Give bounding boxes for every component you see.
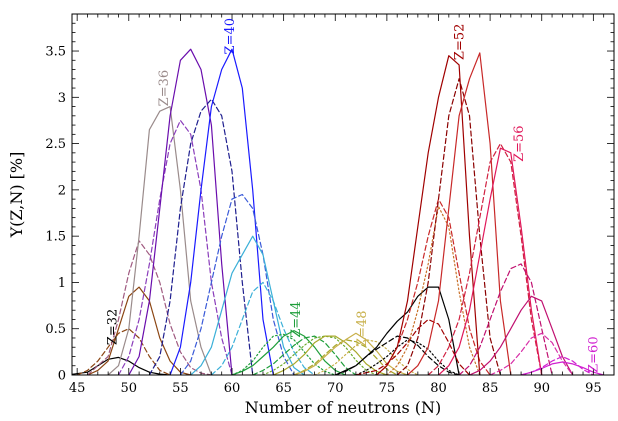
y-tick-label: 2 [58,183,66,198]
isotope-label: Z=32 [105,309,120,345]
y-tick-label: 1.5 [45,230,66,245]
series-line-8 [169,48,274,375]
series-line-17 [293,339,398,375]
series-line-0 [72,356,171,375]
series-line-28 [406,52,512,375]
series-line-27 [396,78,501,375]
series-line-35 [520,361,605,375]
x-tick-label: 85 [482,381,499,396]
axes-layer: 45 50 55 60 65 70 75 80 85 90 95 0 0.5 1 1.5 2 2.5 3 3.5 [45,13,615,396]
series-line-23 [355,318,471,375]
series-line-13 [231,330,347,375]
x-tick-label: 95 [585,381,602,396]
isotope-label: Z=56 [512,125,527,161]
series-line-10 [190,235,305,375]
series-line-18 [293,332,409,375]
y-axis-title: Y(Z,N) [%] [7,152,26,239]
series-line-14 [252,335,357,375]
y-tick-label: 2.5 [45,137,66,152]
series-line-32 [468,295,574,375]
series-line-30 [437,147,543,375]
series-line-15 [262,335,378,375]
series-line-7 [148,98,254,375]
series-line-29 [427,143,543,375]
series-line-11 [210,281,316,375]
series-line-19 [314,339,419,375]
series-line-20 [334,335,460,375]
isotope-label: Z=60 [587,336,602,372]
y-tick-label: 0 [58,369,66,384]
x-tick-label: 45 [69,381,86,396]
isotope-label: Z=52 [452,24,467,60]
series-line-26 [376,55,481,375]
series-line-1 [76,328,171,375]
series-line-21 [355,339,460,375]
x-tick-label: 70 [327,381,344,396]
x-axis-title: Number of neutrons (N) [245,398,441,417]
isotope-label: Z=36 [157,70,172,106]
series-line-4 [107,105,212,375]
x-tick-label: 90 [533,381,550,396]
series-line-24 [386,205,481,375]
isotope-label: Z=40 [223,18,238,54]
x-tick-label: 60 [224,381,241,396]
y-tick-label: 1 [58,276,66,291]
x-tick-label: 80 [430,381,447,396]
x-tick-label: 75 [379,381,396,396]
series-line-22 [334,286,460,375]
series-line-33 [489,332,574,375]
series-layer [72,48,605,375]
isotope-label: Z=44 [289,301,304,337]
x-tick-label: 65 [275,381,292,396]
label-layer: Z=32 Z=36 Z=40 Z=44 Z=48 Z=52 Z=56 Z=60 [105,18,601,373]
series-line-31 [458,263,553,375]
x-tick-label: 50 [121,381,138,396]
series-line-16 [272,335,388,375]
series-line-9 [179,193,295,375]
series-line-3 [86,240,212,375]
x-tick-label: 55 [172,381,189,396]
plot-frame [71,13,615,376]
isotope-label: Z=48 [355,310,370,346]
y-tick-label: 3.5 [45,45,66,60]
series-line-12 [231,333,336,375]
y-tick-label: 0.5 [45,322,66,337]
series-line-6 [128,48,233,375]
series-line-5 [117,119,233,375]
y-tick-label: 3 [58,91,66,106]
